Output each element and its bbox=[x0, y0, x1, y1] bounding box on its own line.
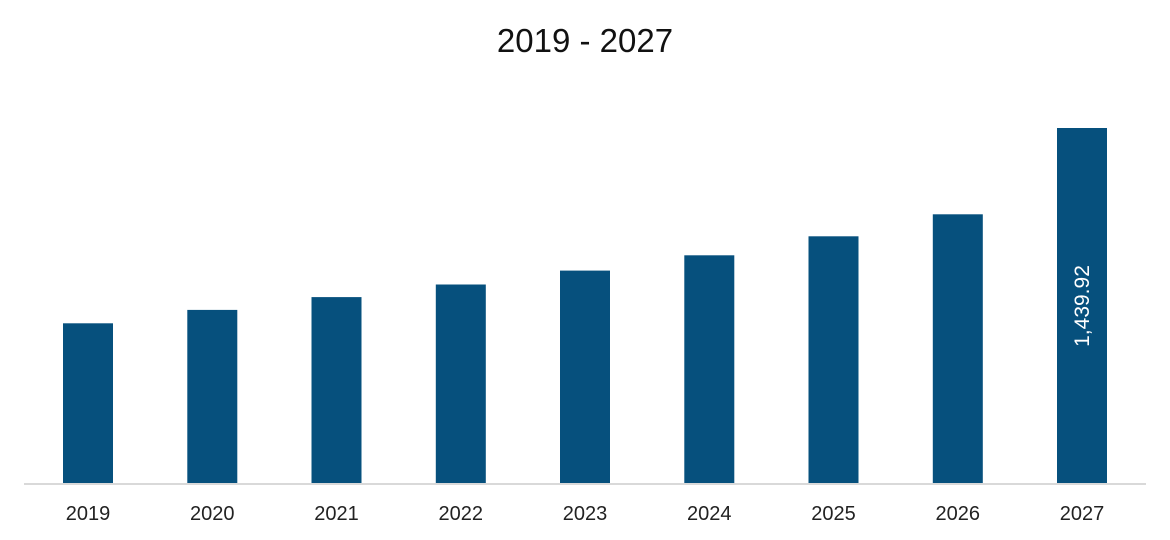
x-tick-labels: 2019 2020 2021 2022 2023 2024 2025 2026 2027 bbox=[66, 503, 1105, 525]
x-tick-label-2020: 2020 bbox=[190, 503, 235, 525]
bar-2026 bbox=[932, 214, 983, 485]
chart-title: 2019 - 2027 bbox=[497, 22, 673, 59]
x-tick-label-2026: 2026 bbox=[936, 503, 981, 525]
bar-2021 bbox=[311, 297, 362, 484]
x-tick-label-2025: 2025 bbox=[811, 503, 856, 525]
data-labels: 1,439.92 bbox=[1071, 265, 1094, 347]
bar-2019 bbox=[63, 323, 113, 484]
bar-2024 bbox=[684, 255, 735, 484]
x-tick-label-2027: 2027 bbox=[1060, 503, 1105, 525]
data-label-2027: 1,439.92 bbox=[1071, 265, 1094, 347]
bar-2027 bbox=[1057, 128, 1107, 484]
bar-2020 bbox=[187, 309, 238, 484]
x-tick-label-2021: 2021 bbox=[314, 503, 359, 525]
bar-2025 bbox=[808, 236, 859, 484]
bars-group bbox=[63, 128, 1107, 485]
bar-2023 bbox=[560, 270, 610, 484]
x-tick-label-2022: 2022 bbox=[439, 503, 484, 525]
bar-2022 bbox=[435, 284, 486, 484]
x-tick-label-2024: 2024 bbox=[687, 503, 732, 525]
x-tick-label-2019: 2019 bbox=[66, 503, 111, 525]
x-tick-label-2023: 2023 bbox=[563, 503, 608, 525]
